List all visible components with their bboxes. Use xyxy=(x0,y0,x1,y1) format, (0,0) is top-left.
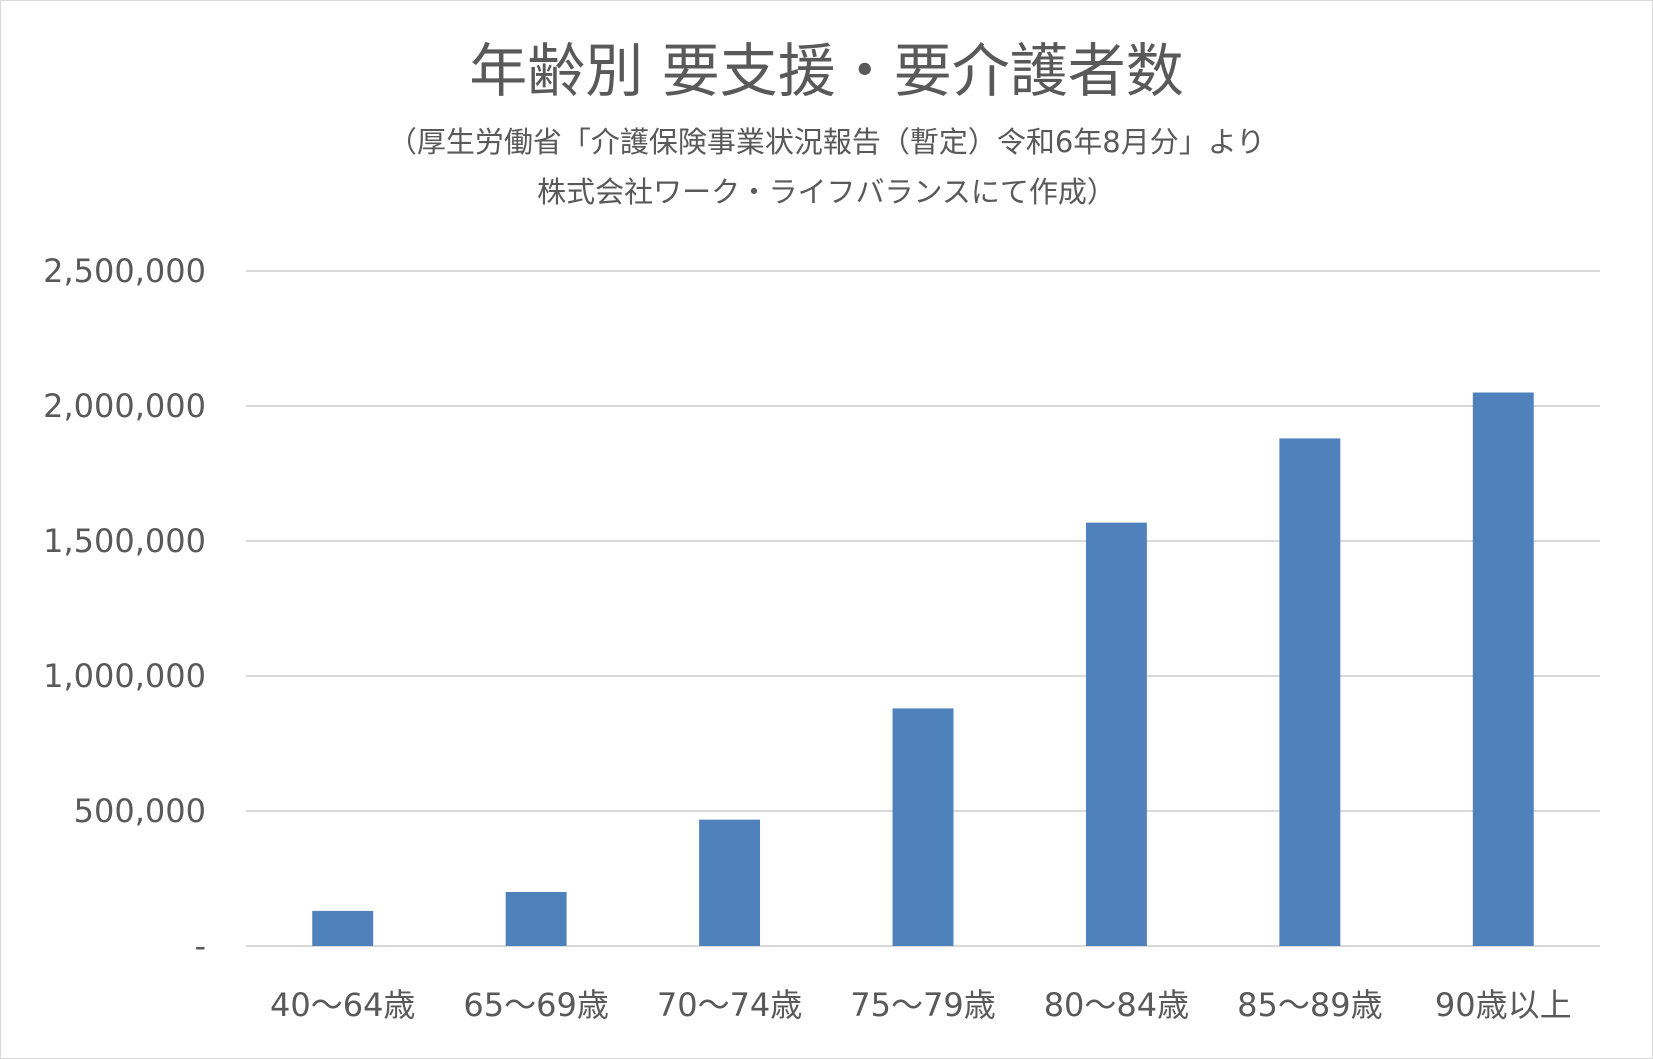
bar xyxy=(312,910,374,946)
bar xyxy=(1279,438,1341,946)
y-tick-label: 2,000,000 xyxy=(43,387,206,425)
x-category-label: 40〜64歳 xyxy=(270,986,415,1024)
y-tick-label: - xyxy=(194,927,206,965)
chart-title: 年齢別 要支援・要介護者数 xyxy=(469,37,1184,105)
bars xyxy=(312,392,1534,946)
x-category-label: 65〜69歳 xyxy=(463,986,608,1024)
bar xyxy=(1472,392,1534,946)
x-category-label: 85〜89歳 xyxy=(1237,986,1382,1024)
y-tick-label: 500,000 xyxy=(74,792,206,830)
chart-subtitle-line-2: 株式会社ワーク・ライフバランスにて作成） xyxy=(537,175,1116,209)
x-axis-category-labels: 40〜64歳 65〜69歳 70〜74歳 75〜79歳 80〜84歳 85〜89歳 90歳以… xyxy=(270,986,1572,1024)
bar xyxy=(699,819,761,946)
chart-subtitle-line-1: （厚生労働省「介護保険事業状況報告（暫定）令和6年8月分」より xyxy=(387,125,1266,159)
bar xyxy=(505,892,567,946)
x-category-label: 75〜79歳 xyxy=(850,986,995,1024)
y-tick-label: 1,000,000 xyxy=(43,657,206,695)
bar xyxy=(892,708,954,946)
x-category-label: 80〜84歳 xyxy=(1044,986,1189,1024)
y-tick-label: 2,500,000 xyxy=(43,252,206,290)
y-tick-label: 1,500,000 xyxy=(43,522,206,560)
y-axis-tick-labels: - 500,000 1,000,000 1,500,000 2,000,000 2,500… xyxy=(43,252,206,965)
bar xyxy=(1085,522,1147,946)
x-category-label: 70〜74歳 xyxy=(657,986,802,1024)
x-category-label: 90歳以上 xyxy=(1435,986,1572,1024)
